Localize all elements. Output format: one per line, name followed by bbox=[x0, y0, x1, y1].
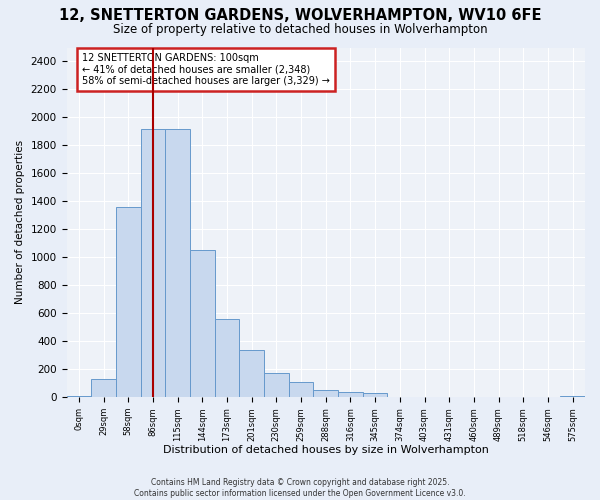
Y-axis label: Number of detached properties: Number of detached properties bbox=[15, 140, 25, 304]
X-axis label: Distribution of detached houses by size in Wolverhampton: Distribution of detached houses by size … bbox=[163, 445, 489, 455]
Bar bbox=[116, 207, 140, 397]
Bar bbox=[165, 128, 190, 397]
Bar bbox=[215, 319, 239, 397]
Bar bbox=[412, 396, 437, 397]
Bar bbox=[67, 396, 91, 397]
Bar bbox=[560, 396, 585, 397]
Bar bbox=[190, 250, 215, 397]
Bar bbox=[239, 350, 264, 397]
Bar bbox=[91, 379, 116, 397]
Text: Contains HM Land Registry data © Crown copyright and database right 2025.
Contai: Contains HM Land Registry data © Crown c… bbox=[134, 478, 466, 498]
Bar bbox=[140, 128, 165, 397]
Bar bbox=[363, 393, 388, 397]
Bar bbox=[338, 392, 363, 397]
Text: 12 SNETTERTON GARDENS: 100sqm
← 41% of detached houses are smaller (2,348)
58% o: 12 SNETTERTON GARDENS: 100sqm ← 41% of d… bbox=[82, 52, 330, 86]
Bar bbox=[289, 382, 313, 397]
Bar bbox=[388, 396, 412, 397]
Bar bbox=[313, 390, 338, 397]
Text: 12, SNETTERTON GARDENS, WOLVERHAMPTON, WV10 6FE: 12, SNETTERTON GARDENS, WOLVERHAMPTON, W… bbox=[59, 8, 541, 22]
Text: Size of property relative to detached houses in Wolverhampton: Size of property relative to detached ho… bbox=[113, 22, 487, 36]
Bar bbox=[264, 374, 289, 397]
